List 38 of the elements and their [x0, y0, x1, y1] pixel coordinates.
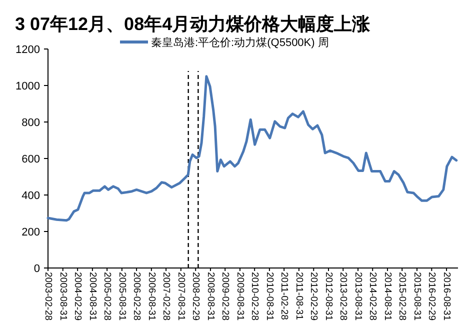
x-tick-label: 2016-02-29: [426, 272, 438, 321]
y-tick-label: 800: [22, 117, 40, 129]
x-tick-label: 2010-08-31: [264, 272, 275, 321]
x-tick-label: 2007-02-28: [160, 272, 172, 321]
x-tick-label: 2003-08-31: [57, 272, 68, 321]
y-tick-label: 200: [22, 226, 40, 238]
x-tick-label: 2009-08-31: [234, 272, 246, 321]
x-tick-label: 2005-08-31: [116, 272, 128, 321]
x-tick-label: 2011-02-28: [278, 272, 290, 320]
x-tick-label: 2015-02-28: [396, 272, 408, 321]
x-tick-label: 2003-02-28: [42, 272, 54, 321]
y-tick-label: 1200: [16, 44, 40, 56]
x-tick-label: 2005-02-28: [102, 272, 113, 321]
x-tick-label: 2013-08-31: [352, 272, 364, 321]
x-tick-label: 2004-02-29: [72, 272, 84, 321]
x-tick-label: 2008-02-29: [190, 272, 202, 321]
chart-title: 3 07年12月、08年4月动力煤价格大幅度上涨: [15, 14, 372, 34]
x-tick-label: 2014-02-28: [367, 272, 378, 321]
x-tick-label: 2008-08-31: [204, 272, 216, 321]
legend-label: 秦皇岛港:平仓价:动力煤(Q5500K) 周: [151, 36, 329, 49]
x-tick-label: 2012-08-31: [322, 272, 334, 321]
x-tick-label: 2006-02-28: [131, 272, 142, 321]
y-tick-label: 1000: [16, 80, 40, 92]
x-tick-label: 2004-08-31: [86, 272, 98, 321]
x-tick-label: 2013-02-28: [338, 272, 349, 321]
y-tick-label: 400: [22, 190, 40, 202]
x-tick-label: 2016-08-31: [441, 272, 452, 321]
x-tick-label: 2014-08-31: [382, 272, 393, 321]
x-tick-label: 2010-02-28: [249, 272, 260, 321]
x-tick-label: 2012-02-29: [308, 272, 320, 321]
x-tick-label: 2011-08-31: [293, 272, 304, 320]
x-tick-label: 2007-08-31: [175, 272, 186, 321]
y-tick-label: 0: [34, 263, 40, 275]
x-tick-label: 2009-02-28: [220, 272, 231, 321]
x-tick-label: 2006-08-31: [146, 272, 157, 321]
line-series: [46, 75, 458, 222]
x-tick-label: 2015-08-31: [411, 272, 422, 321]
y-tick-label: 600: [22, 154, 40, 166]
